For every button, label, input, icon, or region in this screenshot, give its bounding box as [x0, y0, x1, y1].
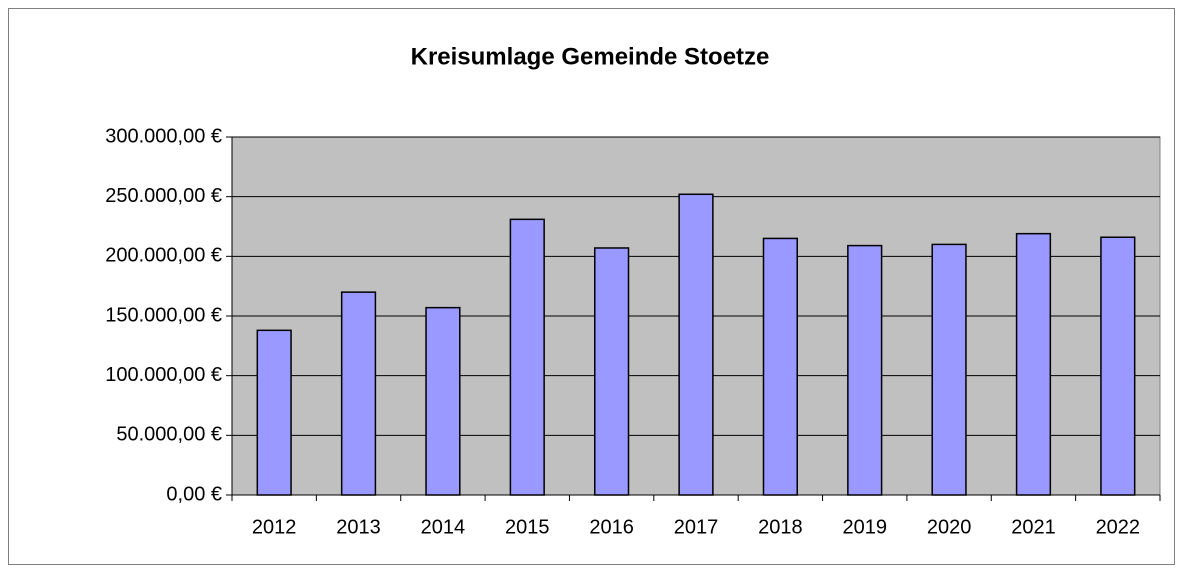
x-tick-label: 2012 [252, 516, 297, 538]
x-tick-label: 2018 [758, 516, 803, 538]
y-tick-label: 200.000,00 € [105, 245, 222, 267]
y-tick-label: 50.000,00 € [116, 424, 222, 446]
x-tick-label: 2013 [336, 516, 381, 538]
bar [847, 244, 883, 496]
bar [340, 291, 377, 496]
x-tick-label: 2017 [674, 516, 719, 538]
x-tick-label: 2016 [589, 516, 634, 538]
x-tick-label: 2021 [1011, 516, 1056, 538]
y-tick-label: 300.000,00 € [105, 125, 222, 147]
x-tick-label: 2015 [505, 516, 550, 538]
bar [678, 193, 714, 496]
bar [1015, 232, 1052, 496]
x-tick-label: 2022 [1096, 516, 1141, 538]
bar [256, 329, 292, 496]
x-tick-label: 2020 [927, 516, 972, 538]
bar [509, 218, 545, 496]
chart-title: Kreisumlage Gemeinde Stoetze [411, 43, 770, 70]
bar [931, 243, 967, 496]
y-tick-label: 150.000,00 € [105, 304, 222, 326]
y-tick-label: 250.000,00 € [105, 185, 222, 207]
bar [762, 237, 798, 496]
y-tick-label: 0,00 € [166, 483, 222, 505]
bar [1100, 236, 1136, 496]
x-tick-label: 2019 [842, 516, 887, 538]
bar [594, 247, 630, 496]
x-tick-label: 2014 [421, 516, 466, 538]
bar [425, 306, 461, 496]
y-tick-label: 100.000,00 € [105, 364, 222, 386]
